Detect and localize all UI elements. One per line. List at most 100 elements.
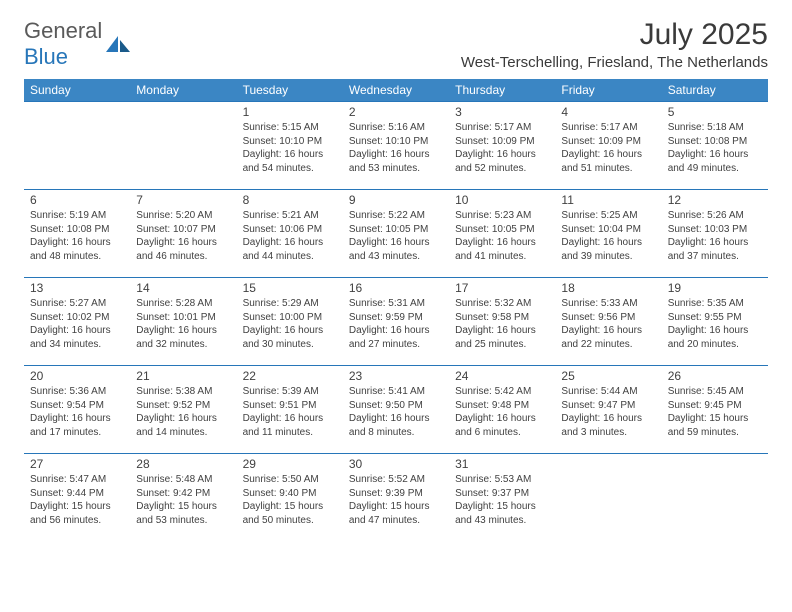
day-number: 31 bbox=[455, 457, 549, 471]
day-cell: 25 Sunrise: 5:44 AMSunset: 9:47 PMDayligh… bbox=[555, 366, 661, 454]
day-number: 30 bbox=[349, 457, 443, 471]
day-cell: 9 Sunrise: 5:22 AMSunset: 10:05 PMDayligh… bbox=[343, 190, 449, 278]
day-number: 19 bbox=[668, 281, 762, 295]
day-cell: 11 Sunrise: 5:25 AMSunset: 10:04 PMDaylig… bbox=[555, 190, 661, 278]
calendar-week-row: 1 Sunrise: 5:15 AMSunset: 10:10 PMDayligh… bbox=[24, 102, 768, 190]
day-number: 20 bbox=[30, 369, 124, 383]
day-number: 1 bbox=[243, 105, 337, 119]
day-info: Sunrise: 5:16 AMSunset: 10:10 PMDaylight… bbox=[349, 121, 443, 175]
day-info: Sunrise: 5:36 AMSunset: 9:54 PMDaylight:… bbox=[30, 385, 124, 439]
day-cell: 24Sunrise: 5:42 AMSunset: 9:48 PMDayligh… bbox=[449, 366, 555, 454]
day-cell: 10 Sunrise: 5:23 AMSunset: 10:05 PMDaylig… bbox=[449, 190, 555, 278]
day-info: Sunrise: 5:26 AMSunset: 10:03 PMDaylight… bbox=[668, 209, 762, 263]
calendar-body: 1 Sunrise: 5:15 AMSunset: 10:10 PMDayligh… bbox=[24, 102, 768, 542]
day-number: 7 bbox=[136, 193, 230, 207]
day-info: Sunrise: 5:15 AMSunset: 10:10 PMDaylight… bbox=[243, 121, 337, 175]
day-cell: 13 Sunrise: 5:27 AMSunset: 10:02 PMDaylig… bbox=[24, 278, 130, 366]
day-cell: 1 Sunrise: 5:15 AMSunset: 10:10 PMDayligh… bbox=[237, 102, 343, 190]
day-cell: 5Sunrise: 5:18 AMSunset: 10:08 PMDayligh… bbox=[662, 102, 768, 190]
day-info: Sunrise: 5:31 AMSunset: 9:59 PMDaylight:… bbox=[349, 297, 443, 351]
day-number: 11 bbox=[561, 193, 655, 207]
day-header: Sunday bbox=[24, 79, 130, 102]
day-cell: 15 Sunrise: 5:29 AMSunset: 10:00 PMDaylig… bbox=[237, 278, 343, 366]
day-info: Sunrise: 5:32 AMSunset: 9:58 PMDaylight:… bbox=[455, 297, 549, 351]
header: General Blue July 2025 West-Terschelling… bbox=[24, 18, 768, 71]
day-number: 25 bbox=[561, 369, 655, 383]
day-info: Sunrise: 5:29 AMSunset: 10:00 PMDaylight… bbox=[243, 297, 337, 351]
day-number: 23 bbox=[349, 369, 443, 383]
day-cell: 7 Sunrise: 5:20 AMSunset: 10:07 PMDayligh… bbox=[130, 190, 236, 278]
day-number: 22 bbox=[243, 369, 337, 383]
day-info: Sunrise: 5:33 AMSunset: 9:56 PMDaylight:… bbox=[561, 297, 655, 351]
calendar-week-row: 20 Sunrise: 5:36 AMSunset: 9:54 PMDayligh… bbox=[24, 366, 768, 454]
day-info: Sunrise: 5:47 AMSunset: 9:44 PMDaylight:… bbox=[30, 473, 124, 527]
day-number: 14 bbox=[136, 281, 230, 295]
day-info: Sunrise: 5:22 AMSunset: 10:05 PMDaylight… bbox=[349, 209, 443, 263]
day-cell: 16 Sunrise: 5:31 AMSunset: 9:59 PMDayligh… bbox=[343, 278, 449, 366]
day-cell bbox=[130, 102, 236, 190]
day-cell: 12 Sunrise: 5:26 AMSunset: 10:03 PMDaylig… bbox=[662, 190, 768, 278]
day-cell bbox=[24, 102, 130, 190]
day-cell: 27 Sunrise: 5:47 AMSunset: 9:44 PMDayligh… bbox=[24, 454, 130, 542]
day-cell: 26 Sunrise: 5:45 AMSunset: 9:45 PMDayligh… bbox=[662, 366, 768, 454]
day-cell: 21Sunrise: 5:38 AMSunset: 9:52 PMDayligh… bbox=[130, 366, 236, 454]
day-header: Wednesday bbox=[343, 79, 449, 102]
day-header: Friday bbox=[555, 79, 661, 102]
day-cell: 30 Sunrise: 5:52 AMSunset: 9:39 PMDayligh… bbox=[343, 454, 449, 542]
day-info: Sunrise: 5:17 AMSunset: 10:09 PMDaylight… bbox=[455, 121, 549, 175]
day-cell: 14Sunrise: 5:28 AMSunset: 10:01 PMDaylig… bbox=[130, 278, 236, 366]
day-number: 9 bbox=[349, 193, 443, 207]
day-number: 4 bbox=[561, 105, 655, 119]
calendar-week-row: 13 Sunrise: 5:27 AMSunset: 10:02 PMDaylig… bbox=[24, 278, 768, 366]
day-info: Sunrise: 5:19 AMSunset: 10:08 PMDaylight… bbox=[30, 209, 124, 263]
day-cell: 3 Sunrise: 5:17 AMSunset: 10:09 PMDayligh… bbox=[449, 102, 555, 190]
day-number: 17 bbox=[455, 281, 549, 295]
day-info: Sunrise: 5:44 AMSunset: 9:47 PMDaylight:… bbox=[561, 385, 655, 439]
day-cell: 19 Sunrise: 5:35 AMSunset: 9:55 PMDayligh… bbox=[662, 278, 768, 366]
day-cell: 23 Sunrise: 5:41 AMSunset: 9:50 PMDayligh… bbox=[343, 366, 449, 454]
day-number: 6 bbox=[30, 193, 124, 207]
day-info: Sunrise: 5:45 AMSunset: 9:45 PMDaylight:… bbox=[668, 385, 762, 439]
day-info: Sunrise: 5:52 AMSunset: 9:39 PMDaylight:… bbox=[349, 473, 443, 527]
logo-text-blue: Blue bbox=[24, 44, 68, 69]
day-info: Sunrise: 5:27 AMSunset: 10:02 PMDaylight… bbox=[30, 297, 124, 351]
day-number: 12 bbox=[668, 193, 762, 207]
day-cell: 20 Sunrise: 5:36 AMSunset: 9:54 PMDayligh… bbox=[24, 366, 130, 454]
day-number: 16 bbox=[349, 281, 443, 295]
day-info: Sunrise: 5:23 AMSunset: 10:05 PMDaylight… bbox=[455, 209, 549, 263]
day-header: Monday bbox=[130, 79, 236, 102]
day-cell: 2Sunrise: 5:16 AMSunset: 10:10 PMDayligh… bbox=[343, 102, 449, 190]
day-number: 3 bbox=[455, 105, 549, 119]
day-number: 26 bbox=[668, 369, 762, 383]
day-info: Sunrise: 5:35 AMSunset: 9:55 PMDaylight:… bbox=[668, 297, 762, 351]
day-cell: 18Sunrise: 5:33 AMSunset: 9:56 PMDayligh… bbox=[555, 278, 661, 366]
calendar-table: SundayMondayTuesdayWednesdayThursdayFrid… bbox=[24, 79, 768, 542]
day-info: Sunrise: 5:20 AMSunset: 10:07 PMDaylight… bbox=[136, 209, 230, 263]
location: West-Terschelling, Friesland, The Nether… bbox=[461, 54, 768, 71]
day-cell: 4Sunrise: 5:17 AMSunset: 10:09 PMDayligh… bbox=[555, 102, 661, 190]
day-cell: 22 Sunrise: 5:39 AMSunset: 9:51 PMDayligh… bbox=[237, 366, 343, 454]
day-number: 27 bbox=[30, 457, 124, 471]
logo-text-general: General bbox=[24, 18, 102, 43]
day-info: Sunrise: 5:53 AMSunset: 9:37 PMDaylight:… bbox=[455, 473, 549, 527]
day-number: 13 bbox=[30, 281, 124, 295]
day-info: Sunrise: 5:39 AMSunset: 9:51 PMDaylight:… bbox=[243, 385, 337, 439]
day-number: 28 bbox=[136, 457, 230, 471]
day-cell: 31 Sunrise: 5:53 AMSunset: 9:37 PMDayligh… bbox=[449, 454, 555, 542]
day-info: Sunrise: 5:41 AMSunset: 9:50 PMDaylight:… bbox=[349, 385, 443, 439]
day-number: 5 bbox=[668, 105, 762, 119]
day-number: 10 bbox=[455, 193, 549, 207]
day-cell bbox=[662, 454, 768, 542]
day-number: 24 bbox=[455, 369, 549, 383]
day-cell: 6 Sunrise: 5:19 AMSunset: 10:08 PMDayligh… bbox=[24, 190, 130, 278]
day-info: Sunrise: 5:25 AMSunset: 10:04 PMDaylight… bbox=[561, 209, 655, 263]
logo: General Blue bbox=[24, 18, 132, 70]
day-number: 15 bbox=[243, 281, 337, 295]
day-number: 29 bbox=[243, 457, 337, 471]
day-cell: 17 Sunrise: 5:32 AMSunset: 9:58 PMDayligh… bbox=[449, 278, 555, 366]
day-number: 8 bbox=[243, 193, 337, 207]
day-header: Saturday bbox=[662, 79, 768, 102]
calendar-week-row: 27 Sunrise: 5:47 AMSunset: 9:44 PMDayligh… bbox=[24, 454, 768, 542]
day-number: 21 bbox=[136, 369, 230, 383]
day-cell bbox=[555, 454, 661, 542]
